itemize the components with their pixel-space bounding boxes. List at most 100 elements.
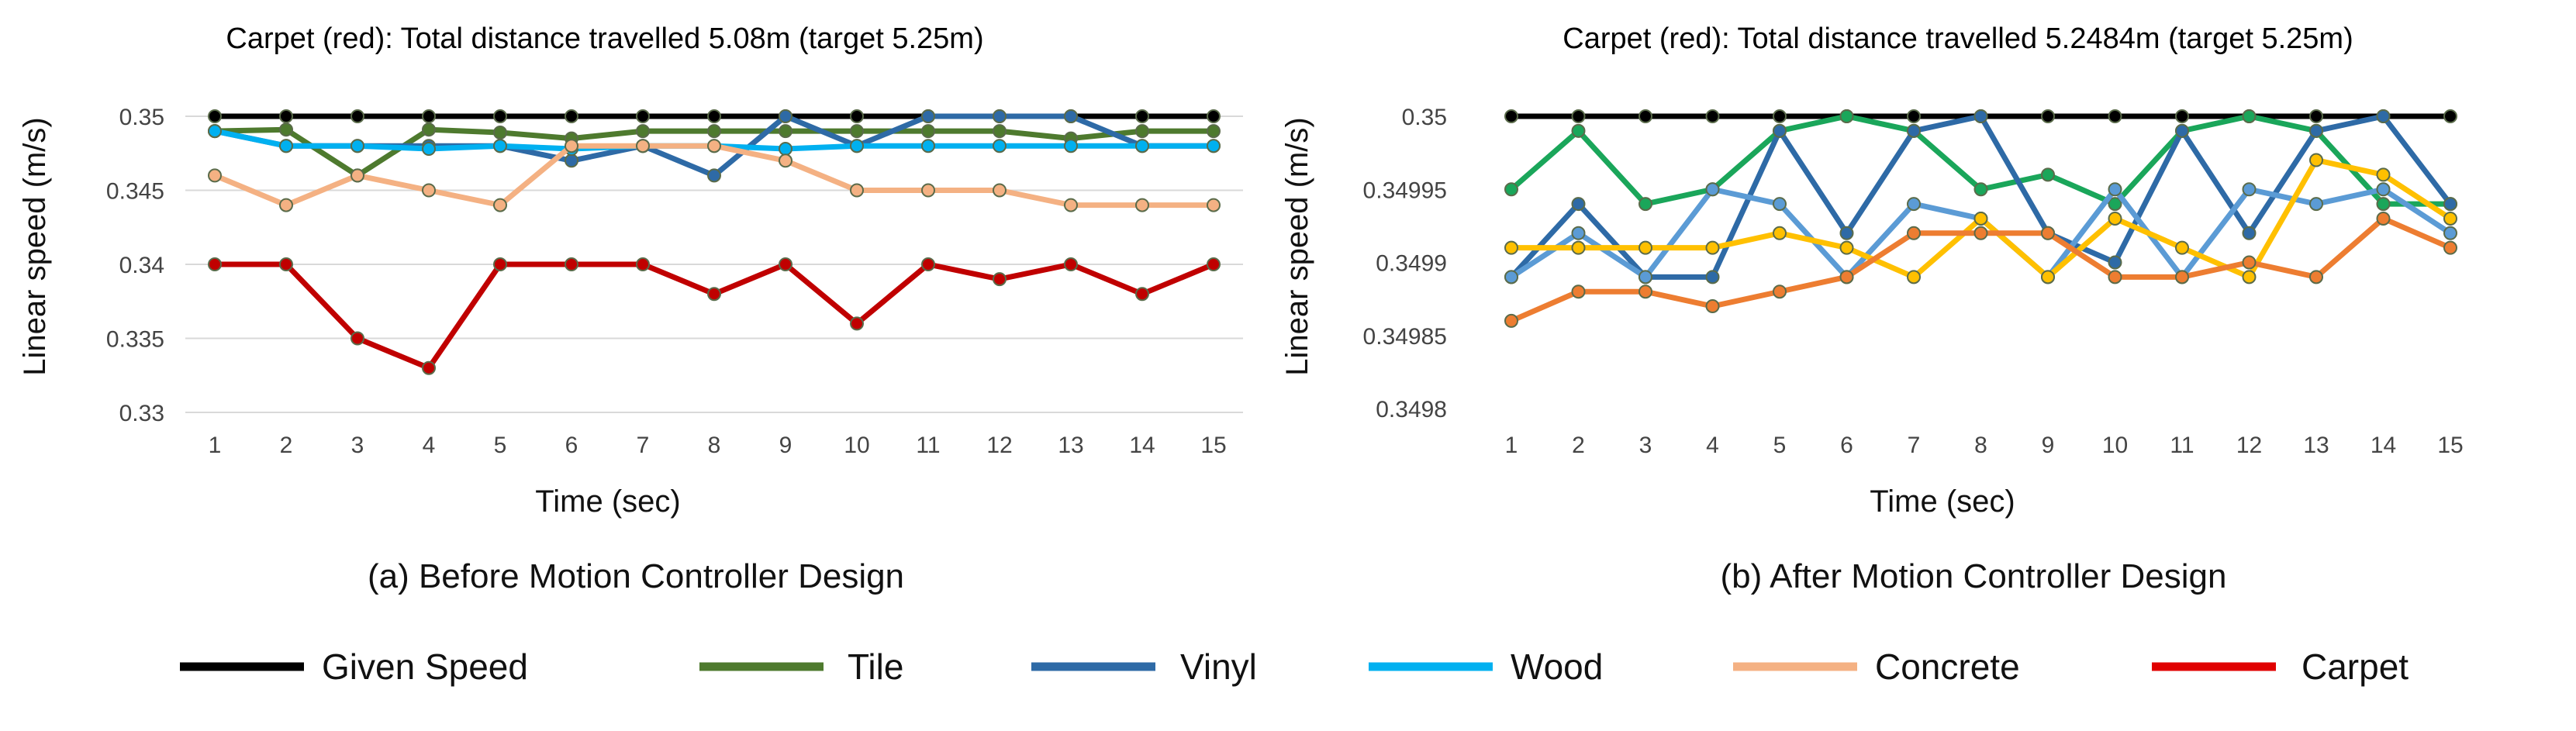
series-lines bbox=[208, 109, 1221, 375]
x-tick-label: 12 bbox=[986, 433, 1012, 458]
data-point bbox=[279, 257, 293, 271]
data-point bbox=[2108, 255, 2122, 270]
y-tick-label: 0.3499 bbox=[1376, 251, 1447, 277]
data-point bbox=[1705, 270, 1720, 284]
data-point bbox=[1064, 198, 1078, 212]
y-axis-title: Linear speed (m/s) bbox=[1280, 117, 1314, 375]
x-tick-label: 8 bbox=[708, 433, 721, 458]
data-point bbox=[2175, 270, 2189, 284]
data-point bbox=[1839, 226, 1854, 240]
data-point bbox=[208, 124, 222, 139]
x-axis-title: Time (sec) bbox=[535, 484, 680, 519]
data-point bbox=[1064, 257, 1078, 271]
chart-title: Carpet (red): Total distance travelled 5… bbox=[226, 22, 983, 55]
data-point bbox=[1705, 299, 1720, 314]
data-point bbox=[1705, 240, 1720, 255]
x-tick-label: 4 bbox=[1706, 433, 1719, 458]
data-point bbox=[493, 139, 507, 153]
data-point bbox=[921, 139, 935, 153]
x-tick-label: 15 bbox=[1200, 433, 1226, 458]
data-point bbox=[279, 139, 293, 153]
data-point bbox=[279, 109, 293, 123]
data-point bbox=[993, 139, 1007, 153]
x-tick-label: 1 bbox=[1505, 433, 1518, 458]
data-point bbox=[2041, 109, 2055, 123]
chart-title: Carpet (red): Total distance travelled 5… bbox=[1563, 22, 2353, 55]
data-point bbox=[2376, 182, 2391, 197]
x-tick-label: 13 bbox=[1058, 433, 1083, 458]
x-tick-label: 4 bbox=[423, 433, 436, 458]
x-tick-label: 10 bbox=[2102, 433, 2128, 458]
x-tick-label: 1 bbox=[209, 433, 222, 458]
data-point bbox=[1504, 109, 1518, 123]
x-axis-title: Time (sec) bbox=[1870, 484, 2015, 519]
data-point bbox=[1907, 270, 1921, 284]
data-point bbox=[2175, 109, 2189, 123]
panel-caption: (a) Before Motion Controller Design bbox=[368, 557, 904, 595]
y-tick-label: 0.33 bbox=[119, 401, 164, 426]
panel-caption: (b) After Motion Controller Design bbox=[1721, 557, 2227, 595]
data-point bbox=[1973, 226, 1988, 240]
data-point bbox=[1207, 257, 1221, 271]
x-tick-label: 9 bbox=[2042, 433, 2055, 458]
data-point bbox=[2376, 167, 2391, 182]
x-tick-label: 9 bbox=[779, 433, 792, 458]
x-tick-label: 14 bbox=[1129, 433, 1155, 458]
x-tick-label: 12 bbox=[2236, 433, 2262, 458]
data-point bbox=[1839, 109, 1854, 123]
x-tick-label: 15 bbox=[2437, 433, 2463, 458]
data-point bbox=[422, 360, 436, 375]
data-point bbox=[1907, 197, 1921, 212]
data-point bbox=[1207, 198, 1221, 212]
data-point bbox=[2309, 109, 2323, 123]
data-point bbox=[2443, 240, 2457, 255]
x-tick-labels: 1 2 3 4 5 6 7 8 9 10 11 12 13 14 15 bbox=[209, 433, 1227, 458]
y-tick-label: 0.345 bbox=[106, 179, 164, 205]
data-point bbox=[921, 109, 935, 123]
data-point bbox=[1504, 270, 1518, 284]
data-point bbox=[779, 109, 792, 123]
data-point bbox=[1207, 139, 1221, 153]
data-point bbox=[350, 139, 364, 153]
data-point bbox=[2309, 270, 2323, 284]
legend-label: Wood bbox=[1511, 647, 1603, 687]
series-lines bbox=[1504, 109, 2457, 328]
data-point bbox=[2443, 211, 2457, 226]
data-point bbox=[850, 109, 864, 123]
data-point bbox=[1638, 240, 1652, 255]
data-point bbox=[565, 153, 578, 168]
data-point bbox=[1773, 197, 1787, 212]
y-tick-label: 0.34985 bbox=[1363, 324, 1447, 350]
data-point bbox=[1571, 109, 1586, 123]
data-point bbox=[636, 109, 650, 123]
data-point bbox=[1773, 109, 1787, 123]
data-point bbox=[1839, 240, 1854, 255]
data-point bbox=[565, 139, 578, 153]
data-point bbox=[850, 183, 864, 198]
data-point bbox=[422, 109, 436, 123]
data-point bbox=[921, 183, 935, 198]
y-tick-labels: 0.3498 0.34985 0.3499 0.34995 0.35 bbox=[1363, 105, 1447, 422]
data-point bbox=[279, 198, 293, 212]
data-point bbox=[2108, 211, 2122, 226]
data-point bbox=[565, 109, 578, 123]
data-point bbox=[921, 124, 935, 139]
data-point bbox=[1907, 226, 1921, 240]
data-point bbox=[2309, 123, 2323, 138]
data-point bbox=[1839, 270, 1854, 284]
data-point bbox=[2376, 211, 2391, 226]
x-tick-label: 8 bbox=[1974, 433, 1987, 458]
data-point bbox=[2242, 109, 2257, 123]
data-point bbox=[707, 168, 721, 183]
x-tick-label: 10 bbox=[844, 433, 869, 458]
data-point bbox=[2108, 197, 2122, 212]
data-point bbox=[1705, 182, 1720, 197]
data-point bbox=[921, 257, 935, 271]
x-tick-label: 6 bbox=[1840, 433, 1853, 458]
x-tick-label: 7 bbox=[1908, 433, 1921, 458]
data-point bbox=[1571, 123, 1586, 138]
data-point bbox=[208, 168, 222, 183]
data-point bbox=[422, 183, 436, 198]
data-point bbox=[493, 126, 507, 140]
